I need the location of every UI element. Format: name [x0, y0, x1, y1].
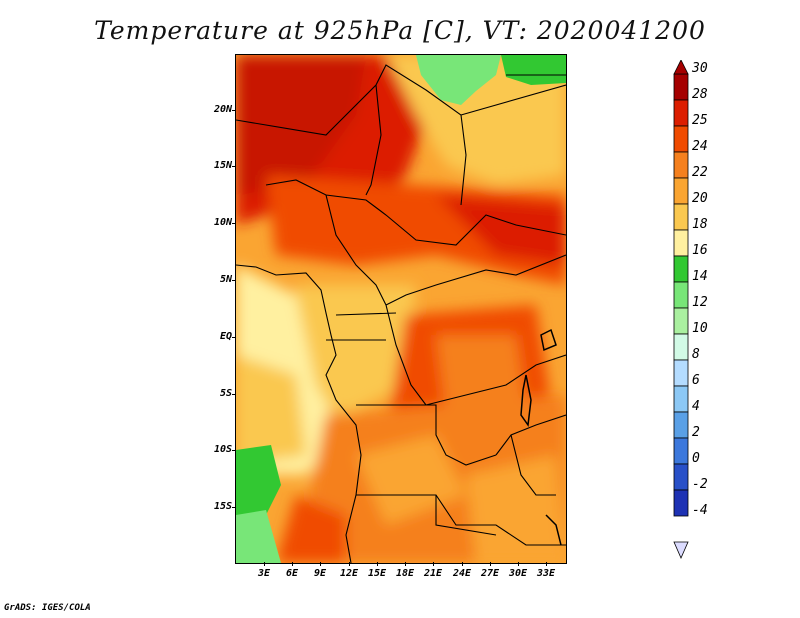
- lon-tick: [433, 562, 434, 566]
- lon-label: 30E: [508, 568, 528, 579]
- colorbar-label: 10: [692, 321, 708, 336]
- lon-tick: [292, 562, 293, 566]
- colorbar-label: 22: [692, 165, 708, 180]
- lon-tick: [405, 562, 406, 566]
- lat-label: 5N: [219, 274, 232, 285]
- colorbar-segment: [673, 411, 689, 439]
- colorbar-label: 4: [692, 399, 700, 414]
- lon-tick: [546, 562, 547, 566]
- chart-title: Temperature at 925hPa [C], VT: 202004120…: [94, 16, 706, 45]
- colorbar-label: 25: [692, 113, 708, 128]
- lat-tick: [232, 394, 236, 395]
- colorbar-segment: [673, 437, 689, 465]
- lon-label: 9E: [313, 568, 327, 579]
- lat-tick: [232, 110, 236, 111]
- lat-tick: [232, 280, 236, 281]
- colorbar-segment: [673, 281, 689, 309]
- colorbar-label: 12: [692, 295, 708, 310]
- colorbar-label: -4: [692, 503, 708, 518]
- colorbar-segment: [673, 229, 689, 257]
- lat-tick: [232, 223, 236, 224]
- colorbar-label: 20: [692, 191, 708, 206]
- lon-tick: [320, 562, 321, 566]
- colorbar-segment: [673, 333, 689, 361]
- lon-label: 3E: [257, 568, 271, 579]
- lon-label: 33E: [536, 568, 556, 579]
- colorbar-segment: [673, 541, 689, 559]
- lon-label: 21E: [423, 568, 443, 579]
- colorbar-label: 0: [692, 451, 700, 466]
- colorbar-segment: [673, 151, 689, 179]
- colorbar: [673, 60, 689, 559]
- lon-tick: [349, 562, 350, 566]
- colorbar-segment: [673, 177, 689, 205]
- lon-label: 15E: [367, 568, 387, 579]
- colorbar-segment: [673, 73, 689, 101]
- lat-tick: [232, 337, 236, 338]
- lat-label: 10N: [213, 217, 232, 228]
- lon-tick: [264, 562, 265, 566]
- lat-label: 5S: [219, 388, 232, 399]
- colorbar-segment: [673, 359, 689, 387]
- lon-label: 18E: [395, 568, 415, 579]
- lat-tick: [232, 450, 236, 451]
- colorbar-label: 14: [692, 269, 708, 284]
- lat-tick: [232, 507, 236, 508]
- lon-label: 12E: [339, 568, 359, 579]
- colorbar-label: 18: [692, 217, 708, 232]
- colorbar-label: 6: [692, 373, 700, 388]
- lon-tick: [518, 562, 519, 566]
- lat-tick: [232, 166, 236, 167]
- temperature-field: [236, 55, 566, 563]
- colorbar-label: 28: [692, 87, 708, 102]
- lat-label: EQ: [219, 331, 232, 342]
- colorbar-segment: [673, 489, 689, 517]
- lon-tick: [490, 562, 491, 566]
- lon-label: 24E: [452, 568, 472, 579]
- temperature-map: [235, 54, 567, 564]
- lat-label: 15N: [213, 160, 232, 171]
- lon-tick: [377, 562, 378, 566]
- colorbar-segment: [673, 60, 689, 75]
- colorbar-label: 8: [692, 347, 700, 362]
- lat-label: 10S: [213, 444, 232, 455]
- colorbar-segment: [673, 99, 689, 127]
- footer-credit: GrADS: IGES/COLA: [4, 603, 91, 613]
- colorbar-segment: [673, 463, 689, 491]
- lon-tick: [462, 562, 463, 566]
- lat-label: 20N: [213, 104, 232, 115]
- colorbar-segment: [673, 125, 689, 153]
- lon-label: 27E: [480, 568, 500, 579]
- colorbar-label: 24: [692, 139, 708, 154]
- colorbar-label: 30: [692, 61, 708, 76]
- lon-label: 6E: [285, 568, 299, 579]
- colorbar-segment: [673, 307, 689, 335]
- colorbar-segment: [673, 203, 689, 231]
- colorbar-segment: [673, 255, 689, 283]
- lat-label: 15S: [213, 501, 232, 512]
- colorbar-label: -2: [692, 477, 708, 492]
- colorbar-label: 2: [692, 425, 700, 440]
- colorbar-segment: [673, 385, 689, 413]
- colorbar-label: 16: [692, 243, 708, 258]
